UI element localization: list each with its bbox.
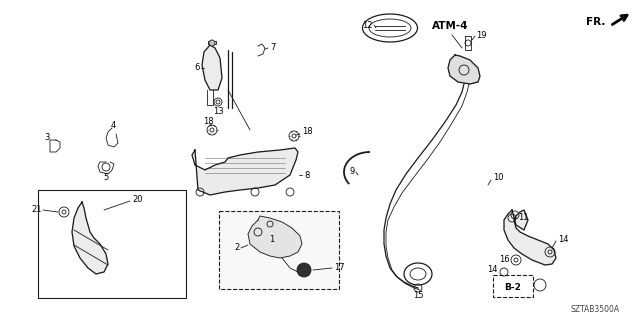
- Text: 8: 8: [304, 171, 309, 180]
- Text: SZTAB3500A: SZTAB3500A: [571, 306, 620, 315]
- Text: 20: 20: [132, 196, 143, 204]
- Polygon shape: [72, 202, 108, 274]
- Circle shape: [209, 40, 215, 46]
- Text: 9: 9: [349, 167, 355, 177]
- Text: 1: 1: [269, 236, 275, 244]
- Text: 12: 12: [362, 20, 373, 29]
- Text: 19: 19: [476, 31, 486, 41]
- Text: 18: 18: [203, 117, 213, 126]
- Polygon shape: [192, 148, 298, 195]
- Text: ATM-4: ATM-4: [432, 21, 468, 31]
- Text: 15: 15: [413, 292, 423, 300]
- Text: FR.: FR.: [586, 17, 605, 27]
- Circle shape: [297, 263, 311, 277]
- Polygon shape: [248, 216, 302, 258]
- Polygon shape: [448, 55, 480, 84]
- FancyBboxPatch shape: [219, 211, 339, 289]
- Text: 18: 18: [302, 127, 312, 137]
- Text: 2: 2: [235, 244, 240, 252]
- Text: 4: 4: [110, 122, 116, 131]
- Polygon shape: [202, 45, 222, 90]
- Text: B-2: B-2: [504, 283, 522, 292]
- Text: 5: 5: [104, 173, 109, 182]
- Text: 21: 21: [31, 205, 42, 214]
- Text: 13: 13: [212, 108, 223, 116]
- Text: 14: 14: [488, 266, 498, 275]
- Text: 17: 17: [334, 263, 344, 273]
- Text: 14: 14: [558, 236, 568, 244]
- Text: 10: 10: [493, 173, 504, 182]
- Bar: [38, 190, 186, 298]
- Text: 11: 11: [518, 213, 529, 222]
- Text: 6: 6: [195, 63, 200, 73]
- Polygon shape: [504, 210, 556, 265]
- Text: 3: 3: [45, 133, 50, 142]
- Text: 7: 7: [270, 44, 275, 52]
- Text: 16: 16: [499, 255, 510, 265]
